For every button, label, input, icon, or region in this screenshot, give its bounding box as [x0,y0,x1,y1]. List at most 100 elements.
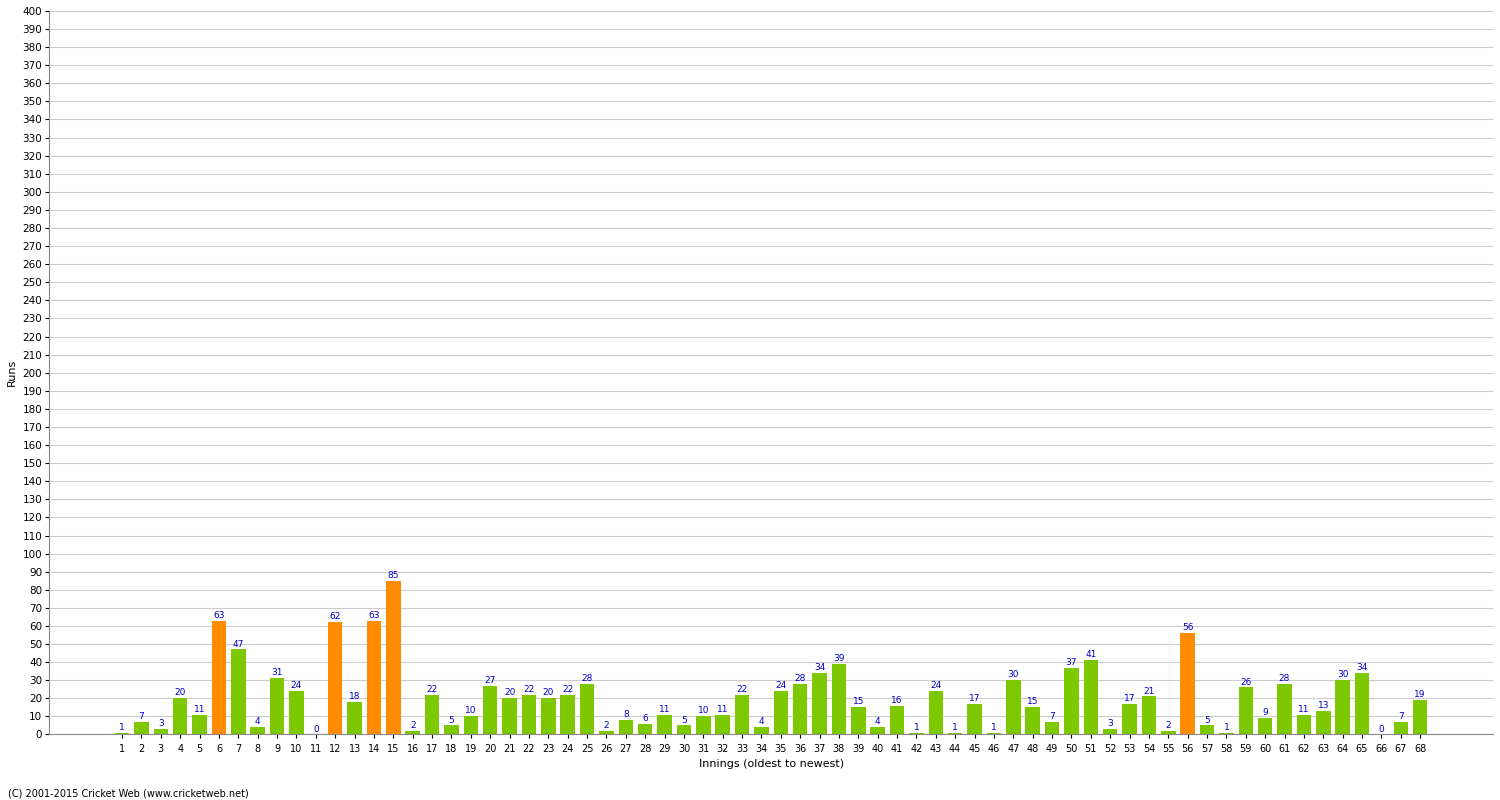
Text: 28: 28 [795,674,806,683]
Text: 26: 26 [1240,678,1251,686]
Text: 17: 17 [969,694,981,703]
Text: 1: 1 [1224,722,1230,732]
Bar [522,694,536,734]
Bar [153,729,168,734]
Text: (C) 2001-2015 Cricket Web (www.cricketweb.net): (C) 2001-2015 Cricket Web (www.cricketwe… [8,788,249,798]
Text: 22: 22 [524,685,534,694]
Bar [598,731,613,734]
Text: 5: 5 [448,715,454,725]
Text: 15: 15 [1028,698,1038,706]
Bar [561,694,574,734]
Text: 30: 30 [1008,670,1019,679]
Bar [1239,687,1252,734]
Text: 7: 7 [1398,712,1404,721]
Text: 41: 41 [1084,650,1096,659]
Text: 1: 1 [118,722,124,732]
Bar [483,686,498,734]
Text: 10: 10 [465,706,477,715]
Bar [386,581,400,734]
Bar [1335,680,1350,734]
X-axis label: Innings (oldest to newest): Innings (oldest to newest) [699,759,843,769]
Text: 1: 1 [952,722,958,732]
Bar [657,714,672,734]
Bar [794,684,807,734]
Text: 34: 34 [1356,663,1368,672]
Bar [735,694,750,734]
Bar [503,698,518,734]
Text: 63: 63 [368,610,380,620]
Bar [1296,714,1311,734]
Text: 8: 8 [622,710,628,719]
Text: 22: 22 [562,685,573,694]
Bar [696,716,711,734]
Text: 20: 20 [174,688,186,698]
Bar [366,621,381,734]
Text: 15: 15 [852,698,864,706]
Text: 4: 4 [255,718,261,726]
Text: 5: 5 [681,715,687,725]
Bar [542,698,555,734]
Bar [1394,722,1408,734]
Text: 6: 6 [642,714,648,722]
Bar [1278,684,1292,734]
Text: 18: 18 [350,692,360,701]
Bar [1180,633,1196,734]
Text: 30: 30 [1336,670,1348,679]
Text: 7: 7 [1048,712,1054,721]
Bar [1102,729,1118,734]
Bar [231,650,246,734]
Y-axis label: Runs: Runs [8,359,16,386]
Text: 10: 10 [698,706,709,715]
Bar [1413,700,1428,734]
Text: 5: 5 [1204,715,1210,725]
Bar [270,678,285,734]
Text: 0: 0 [1378,725,1384,734]
Text: 28: 28 [582,674,592,683]
Bar [1220,733,1233,734]
Bar [676,726,692,734]
Text: 34: 34 [815,663,825,672]
Bar [1083,660,1098,734]
Bar [211,621,226,734]
Bar [754,727,768,734]
Text: 56: 56 [1182,623,1194,632]
Bar [813,673,826,734]
Text: 17: 17 [1124,694,1136,703]
Text: 1: 1 [914,722,920,732]
Bar [172,698,188,734]
Bar [831,664,846,734]
Bar [328,622,342,734]
Text: 22: 22 [426,685,438,694]
Bar [638,724,652,734]
Text: 4: 4 [874,718,880,726]
Text: 39: 39 [833,654,844,663]
Bar [290,691,303,734]
Bar [618,720,633,734]
Bar [1316,711,1330,734]
Text: 4: 4 [759,718,765,726]
Bar [1007,680,1020,734]
Bar [968,704,982,734]
Bar [580,684,594,734]
Text: 28: 28 [1280,674,1290,683]
Bar [251,727,266,734]
Bar [192,714,207,734]
Text: 3: 3 [158,719,164,728]
Text: 1: 1 [992,722,998,732]
Text: 3: 3 [1107,719,1113,728]
Text: 21: 21 [1143,686,1155,695]
Bar [116,733,129,734]
Text: 63: 63 [213,610,225,620]
Text: 13: 13 [1317,701,1329,710]
Bar [348,702,361,734]
Text: 31: 31 [272,669,284,678]
Bar [405,731,420,734]
Text: 7: 7 [138,712,144,721]
Text: 16: 16 [891,696,903,705]
Bar [928,691,944,734]
Text: 85: 85 [387,571,399,580]
Text: 2: 2 [410,721,416,730]
Bar [890,706,904,734]
Text: 2: 2 [1166,721,1172,730]
Text: 11: 11 [194,705,206,714]
